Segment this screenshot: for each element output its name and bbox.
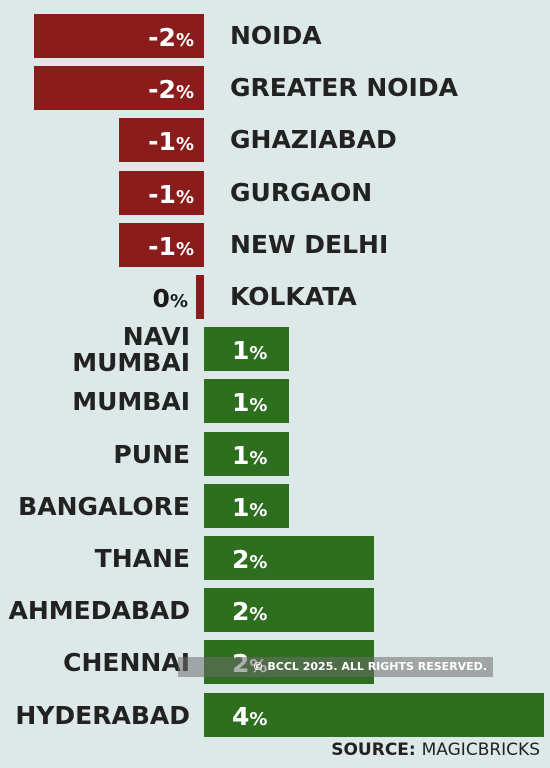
value-label: -2% <box>148 23 194 52</box>
value-label: 1% <box>232 388 268 418</box>
category-label: PUNE <box>113 439 190 469</box>
value-label: 2% <box>232 545 268 574</box>
value-label: -2% <box>148 75 194 105</box>
copyright-watermark: © BCCL 2025. ALL RIGHTS RESERVED. <box>178 657 493 677</box>
category-label: CHENNAI <box>63 648 190 678</box>
bar-thane <box>204 536 374 580</box>
category-label: GREATER NOIDA <box>230 73 458 103</box>
category-label: BANGALORE <box>18 491 190 521</box>
value-label: -1% <box>148 179 194 209</box>
value-label: 0% <box>152 284 188 313</box>
category-label: GHAZIABAD <box>230 125 397 155</box>
bar-gurgaon <box>119 170 204 215</box>
value-label: 2% <box>232 597 268 627</box>
bar-ahmedabad <box>204 588 374 633</box>
source-note: SOURCE: MAGICBRICKS <box>331 740 540 760</box>
category-label: NEW DELHI <box>230 229 389 259</box>
bar-greater-noida <box>34 66 204 111</box>
value-label: 1% <box>232 336 268 366</box>
category-label: NOIDA <box>230 21 322 50</box>
category-label: NAVI MUMBAI <box>72 322 190 378</box>
source-value: MAGICBRICKS <box>421 740 540 760</box>
bar-noida <box>34 14 204 58</box>
value-label: -1% <box>148 127 194 157</box>
bar-hyderabad <box>204 692 544 737</box>
bar-bangalore <box>204 483 289 528</box>
bar-mumbai <box>204 379 289 424</box>
value-label: 4% <box>232 701 268 731</box>
value-label: 1% <box>232 492 268 522</box>
bar-pune <box>204 431 289 476</box>
bar-new-delhi <box>119 222 204 267</box>
source-prefix: SOURCE: <box>331 740 416 760</box>
bar-kolkata <box>196 275 204 319</box>
value-label: -1% <box>148 231 194 261</box>
bar-ghaziabad <box>119 118 204 163</box>
category-label: HYDERABAD <box>15 700 190 730</box>
bar-navi-mumbai <box>204 327 289 372</box>
category-label: KOLKATA <box>230 282 357 311</box>
category-label: AHMEDABAD <box>8 596 190 626</box>
category-label: THANE <box>94 544 190 573</box>
category-label: GURGAON <box>230 177 373 207</box>
value-label: 1% <box>232 440 268 470</box>
category-label: MUMBAI <box>72 387 190 417</box>
